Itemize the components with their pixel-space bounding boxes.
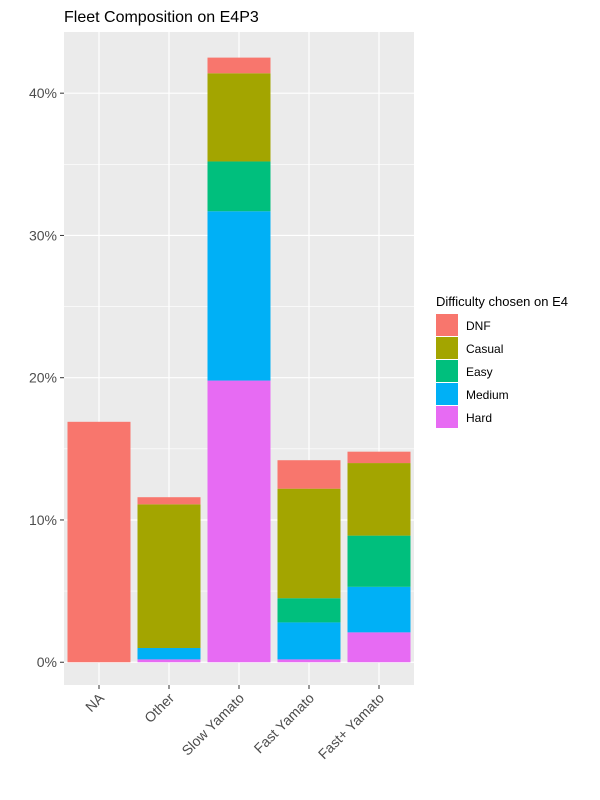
bar-segment-easy [347, 535, 411, 587]
legend-label-casual: Casual [466, 342, 503, 356]
bar-segment-medium [207, 211, 271, 381]
x-tick-label: NA [82, 689, 108, 715]
bar-segment-hard [137, 659, 201, 663]
legend-key-medium [436, 383, 458, 405]
x-tick-label: Fast+ Yamato [315, 690, 387, 762]
bar-segment-dnf [67, 421, 131, 663]
bar-segment-hard [277, 659, 341, 663]
y-tick-label: 10% [29, 512, 57, 528]
y-tick-label: 0% [37, 654, 57, 670]
x-tick-label: Other [141, 690, 177, 726]
legend-key-hard [436, 406, 458, 428]
bar-segment-dnf [347, 451, 411, 464]
legend-key-easy [436, 360, 458, 382]
bar-segment-casual [347, 463, 411, 536]
y-tick-label: 40% [29, 85, 57, 101]
legend-label-easy: Easy [466, 365, 493, 379]
bar-segment-casual [207, 73, 271, 162]
x-tick-label: Fast Yamato [251, 690, 318, 757]
y-tick-label: 30% [29, 227, 57, 243]
legend-label-hard: Hard [466, 411, 492, 425]
y-axis-ticks: 0% 10% 20% 30% 40% [29, 85, 64, 670]
legend-label-dnf: DNF [466, 319, 491, 333]
legend-label-medium: Medium [466, 388, 509, 402]
bar-segment-medium [137, 648, 201, 660]
bar-segment-casual [277, 488, 341, 599]
bar-segment-hard [347, 632, 411, 663]
bar-segment-easy [207, 161, 271, 212]
bar-segment-dnf [277, 460, 341, 489]
legend-title: Difficulty chosen on E4 [436, 294, 568, 309]
bar-segment-medium [277, 622, 341, 660]
bar-segment-casual [137, 504, 201, 649]
y-tick-label: 20% [29, 370, 57, 386]
bar-segment-medium [347, 586, 411, 633]
chart-title: Fleet Composition on E4P3 [64, 9, 259, 26]
legend: DNF Casual Easy Medium Hard [436, 314, 509, 428]
bar-segment-dnf [207, 57, 271, 74]
bar-segment-dnf [137, 497, 201, 505]
bar-segment-easy [277, 598, 341, 623]
legend-key-dnf [436, 314, 458, 336]
legend-key-casual [436, 337, 458, 359]
x-tick-label: Slow Yamato [178, 690, 247, 759]
bars [67, 57, 411, 663]
bar-segment-hard [207, 380, 271, 663]
